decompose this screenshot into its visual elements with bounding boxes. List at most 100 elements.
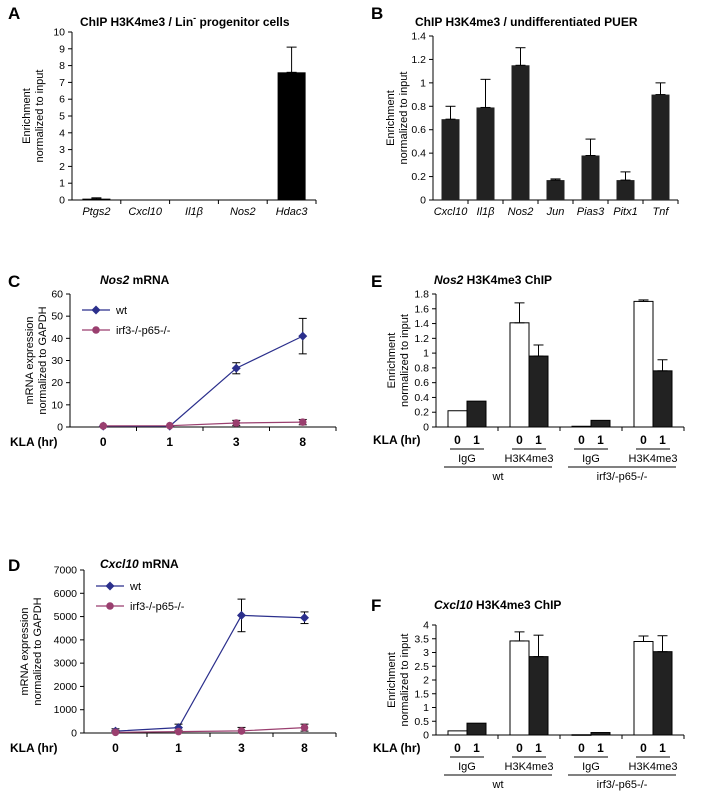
data-point-wt xyxy=(298,331,308,341)
error-bar-Pias3 xyxy=(585,138,596,156)
legend-label-wt: wt xyxy=(115,305,127,317)
panel-E-y-axis-label: Enrichmentnormalized to input xyxy=(386,314,411,407)
panel-E-y-tick-label: 0.2 xyxy=(414,407,429,419)
panel-F-y-tick-label: 0.5 xyxy=(414,716,429,728)
panel-A-y-tick-label: 7 xyxy=(59,77,65,89)
panel-title-italic: Nos2 xyxy=(100,273,130,287)
bar-IgG-irf3/-p65-/--0 xyxy=(571,734,592,736)
error-bar-H3K4me3 xyxy=(657,635,668,653)
time-label-0: 0 xyxy=(578,741,585,755)
x-tick-label-1: 1 xyxy=(166,435,173,449)
bar-H3K4me3-irf3/-p65-/--0 xyxy=(633,641,654,736)
panel-A-y-tick-label: 6 xyxy=(59,94,65,106)
panel-E-y-tick-label: 0.4 xyxy=(414,392,429,404)
panel-title-D: Cxcl10 mRNA xyxy=(100,557,179,571)
error-bar-H3K4me3 xyxy=(638,299,649,302)
panel-B-y-tick-label: 1 xyxy=(420,77,426,89)
data-point-wt xyxy=(300,613,309,623)
x-tick-label-3: 3 xyxy=(238,741,245,755)
panel-C-y-tick-label: 20 xyxy=(51,377,63,389)
panel-B-y-tick-label: 0.6 xyxy=(411,124,426,136)
panel-B-y-axis-label-line2: normalized to input xyxy=(398,72,410,165)
panel-A-y-tick-label: 3 xyxy=(59,144,65,156)
bar-Tnf xyxy=(651,94,670,200)
panel-A-y-tick-label: 5 xyxy=(59,111,65,123)
panel-title-sup: - xyxy=(193,13,196,23)
panel-B-y-tick-label: 0.2 xyxy=(411,171,426,183)
data-point-irf3-/-p65-/- xyxy=(165,421,174,430)
legend-label-irf3-/-p65-/-: irf3-/-p65-/- xyxy=(130,601,185,613)
data-point-irf3-/-p65-/- xyxy=(298,418,307,426)
category-label-Ptgs2: Ptgs2 xyxy=(82,206,110,218)
bar-Jun xyxy=(546,180,565,200)
time-label-1: 1 xyxy=(659,433,666,447)
panel-C-y-axis-label: mRNA expressionnormalized to GAPDH xyxy=(24,306,49,414)
error-bar-H3K4me3 xyxy=(657,359,668,372)
panel-title-C: Nos2 mRNA xyxy=(100,273,170,287)
time-label-1: 1 xyxy=(473,433,480,447)
panel-C-y-tick-label: 10 xyxy=(51,399,63,411)
error-bar-Il1β xyxy=(480,78,491,108)
panel-F: F Cxcl10 H3K4me3 ChIP 0 0.5 1 1.52 2.5 3 3.54 Enr… xyxy=(371,596,685,791)
panel-title-main: mRNA xyxy=(139,557,179,571)
antibody-label-IgG: IgG xyxy=(458,453,476,465)
bar-H3K4me3-wt-1 xyxy=(528,355,549,428)
x-axis-label: KLA (hr) xyxy=(10,741,58,755)
category-label-Pias3: Pias3 xyxy=(577,206,605,218)
panel-title-italic: Cxcl10 xyxy=(100,557,139,571)
error-bar-H3K4me3 xyxy=(638,635,649,642)
panel-D-y-tick-label: 2000 xyxy=(54,681,78,693)
panel-D: D Cxcl10 mRNA 0 1000 2000 3000 4000 5000 6000 700… xyxy=(8,556,337,755)
bar-H3K4me3-wt-0 xyxy=(509,322,530,428)
panel-D-y-tick-label: 1000 xyxy=(54,704,78,716)
error-bar-Hdac3 xyxy=(286,46,297,73)
bar-H3K4me3-wt-0 xyxy=(509,640,530,736)
bar-Ptgs2 xyxy=(82,198,111,200)
panel-E-y-tick-label: 1.6 xyxy=(414,303,429,315)
bar-Pias3 xyxy=(581,155,600,200)
bar-H3K4me3-wt-1 xyxy=(528,656,549,736)
bar-Cxcl10 xyxy=(441,119,460,200)
error-bar-Nos2 xyxy=(515,47,526,66)
category-label-Jun: Jun xyxy=(546,206,565,218)
genotype-label: irf3/-p65-/- xyxy=(597,471,648,483)
panel-A-y-tick-label: 9 xyxy=(59,43,65,55)
panel-A-y-axis-label-line1: Enrichment xyxy=(21,88,33,144)
category-label-Nos2: Nos2 xyxy=(230,206,256,218)
bar-Nos2 xyxy=(228,199,257,200)
time-label-0: 0 xyxy=(454,741,461,755)
time-label-1: 1 xyxy=(659,741,666,755)
antibody-label-IgG: IgG xyxy=(582,453,600,465)
bar-Nos2 xyxy=(511,65,530,201)
panel-B-y-axis-label-line1: Enrichment xyxy=(385,90,397,146)
data-point-wt xyxy=(231,363,241,373)
panel-title-main: H3K4me3 ChIP xyxy=(463,273,552,287)
panel-E-y-tick-label: 0.6 xyxy=(414,377,429,389)
category-label-Tnf: Tnf xyxy=(653,206,670,218)
panel-F-y-axis-label-line1: Enrichment xyxy=(386,652,398,708)
panel-label-A: A xyxy=(8,4,20,23)
panel-A-y-tick-label: 8 xyxy=(59,60,65,72)
panel-C-y-tick-label: 30 xyxy=(51,355,63,367)
time-label-1: 1 xyxy=(535,741,542,755)
panel-title-tail: progenitor cells xyxy=(196,15,290,29)
data-point-irf3-/-p65-/- xyxy=(99,422,108,430)
panel-title-E: Nos2 H3K4me3 ChIP xyxy=(434,273,552,287)
panel-title-italic: Cxcl10 xyxy=(434,598,473,612)
series-line-irf3-/-p65-/- xyxy=(115,727,305,733)
panel-D-y-tick-label: 6000 xyxy=(54,588,78,600)
bar-IgG-irf3/-p65-/--0 xyxy=(571,425,592,428)
panel-D-y-axis-label-line2: normalized to GAPDH xyxy=(32,597,44,705)
time-label-1: 1 xyxy=(535,433,542,447)
antibody-label-H3K4me3: H3K4me3 xyxy=(505,761,554,773)
panel-F-y-tick-label: 2.5 xyxy=(414,661,429,673)
panel-F-y-axis-label: Enrichmentnormalized to input xyxy=(386,634,411,727)
panel-F-y-tick-label: 1.5 xyxy=(414,688,429,700)
panel-C-y-tick-label: 60 xyxy=(51,289,63,301)
panel-title-italic: Nos2 xyxy=(434,273,464,287)
category-label-Cxcl10: Cxcl10 xyxy=(128,206,163,218)
bar-IgG-wt-0 xyxy=(447,410,468,428)
bar-Il1β xyxy=(180,199,208,201)
antibody-label-H3K4me3: H3K4me3 xyxy=(629,453,678,465)
